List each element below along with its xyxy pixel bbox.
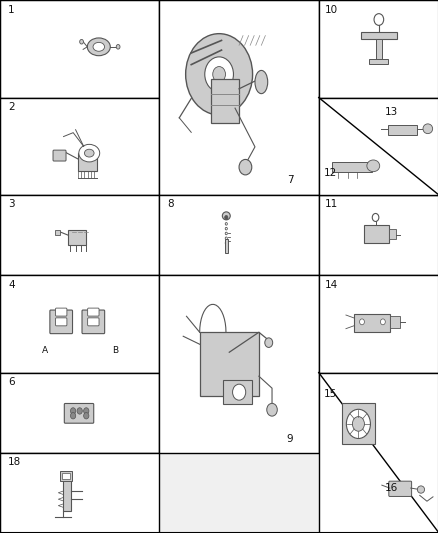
- FancyBboxPatch shape: [224, 239, 227, 254]
- Text: B: B: [111, 346, 117, 355]
- FancyBboxPatch shape: [54, 230, 60, 235]
- FancyBboxPatch shape: [389, 316, 399, 328]
- FancyBboxPatch shape: [159, 195, 318, 275]
- Circle shape: [80, 39, 83, 44]
- Text: 2: 2: [8, 102, 14, 112]
- FancyBboxPatch shape: [62, 473, 70, 479]
- FancyBboxPatch shape: [0, 453, 159, 533]
- FancyBboxPatch shape: [50, 310, 72, 334]
- FancyBboxPatch shape: [67, 230, 86, 245]
- Ellipse shape: [417, 486, 424, 493]
- FancyBboxPatch shape: [211, 79, 238, 123]
- Circle shape: [238, 159, 251, 175]
- Ellipse shape: [222, 212, 230, 220]
- Circle shape: [224, 215, 227, 220]
- Text: 3: 3: [8, 199, 14, 209]
- FancyBboxPatch shape: [78, 153, 97, 171]
- FancyBboxPatch shape: [387, 125, 416, 135]
- Circle shape: [70, 408, 75, 414]
- Text: 1: 1: [8, 5, 14, 15]
- Text: 15: 15: [323, 389, 336, 399]
- FancyBboxPatch shape: [389, 230, 395, 239]
- FancyBboxPatch shape: [0, 195, 159, 275]
- FancyBboxPatch shape: [318, 98, 438, 195]
- FancyBboxPatch shape: [0, 275, 159, 373]
- FancyBboxPatch shape: [360, 32, 396, 39]
- Circle shape: [346, 409, 370, 439]
- Ellipse shape: [254, 70, 267, 94]
- FancyBboxPatch shape: [0, 0, 159, 98]
- FancyBboxPatch shape: [55, 308, 67, 316]
- Text: 16: 16: [384, 483, 397, 493]
- Text: 6: 6: [8, 377, 14, 386]
- Text: 9: 9: [286, 434, 293, 443]
- FancyBboxPatch shape: [318, 275, 438, 373]
- Text: A: A: [42, 346, 48, 355]
- Ellipse shape: [84, 149, 94, 157]
- FancyBboxPatch shape: [0, 98, 159, 195]
- FancyBboxPatch shape: [318, 195, 438, 275]
- FancyBboxPatch shape: [318, 373, 438, 533]
- FancyBboxPatch shape: [60, 471, 72, 481]
- Text: 10: 10: [324, 5, 337, 15]
- Circle shape: [232, 384, 245, 400]
- Circle shape: [185, 34, 252, 115]
- Circle shape: [359, 319, 364, 325]
- FancyBboxPatch shape: [199, 332, 258, 396]
- Circle shape: [116, 45, 120, 49]
- FancyBboxPatch shape: [222, 380, 252, 404]
- FancyBboxPatch shape: [53, 150, 66, 161]
- Circle shape: [83, 408, 88, 414]
- FancyBboxPatch shape: [375, 39, 381, 59]
- Text: 11: 11: [324, 199, 337, 209]
- Circle shape: [77, 408, 82, 414]
- Text: 14: 14: [324, 280, 337, 290]
- FancyBboxPatch shape: [88, 318, 99, 326]
- FancyBboxPatch shape: [159, 275, 318, 453]
- FancyBboxPatch shape: [55, 318, 67, 326]
- Ellipse shape: [93, 43, 104, 51]
- FancyBboxPatch shape: [368, 59, 388, 64]
- FancyBboxPatch shape: [332, 162, 371, 172]
- Text: 4: 4: [8, 280, 14, 290]
- FancyBboxPatch shape: [0, 373, 159, 453]
- FancyBboxPatch shape: [353, 314, 389, 332]
- FancyBboxPatch shape: [318, 0, 438, 98]
- Ellipse shape: [422, 124, 432, 134]
- Circle shape: [83, 413, 88, 419]
- FancyBboxPatch shape: [159, 0, 318, 195]
- FancyBboxPatch shape: [88, 308, 99, 316]
- Circle shape: [380, 319, 385, 325]
- Circle shape: [352, 417, 364, 431]
- Text: 12: 12: [323, 167, 336, 177]
- Text: 8: 8: [167, 199, 173, 209]
- FancyBboxPatch shape: [82, 310, 104, 334]
- Circle shape: [264, 338, 272, 348]
- Ellipse shape: [87, 38, 110, 55]
- Text: 13: 13: [384, 107, 397, 117]
- Text: 18: 18: [8, 457, 21, 466]
- FancyBboxPatch shape: [63, 478, 71, 511]
- Ellipse shape: [79, 144, 99, 162]
- FancyBboxPatch shape: [364, 225, 389, 243]
- FancyBboxPatch shape: [64, 403, 94, 423]
- Ellipse shape: [366, 160, 379, 172]
- Circle shape: [212, 67, 225, 82]
- Circle shape: [266, 403, 277, 416]
- Circle shape: [70, 413, 75, 419]
- Text: 7: 7: [286, 175, 293, 185]
- Circle shape: [204, 57, 233, 92]
- FancyBboxPatch shape: [388, 481, 411, 496]
- FancyBboxPatch shape: [341, 403, 374, 445]
